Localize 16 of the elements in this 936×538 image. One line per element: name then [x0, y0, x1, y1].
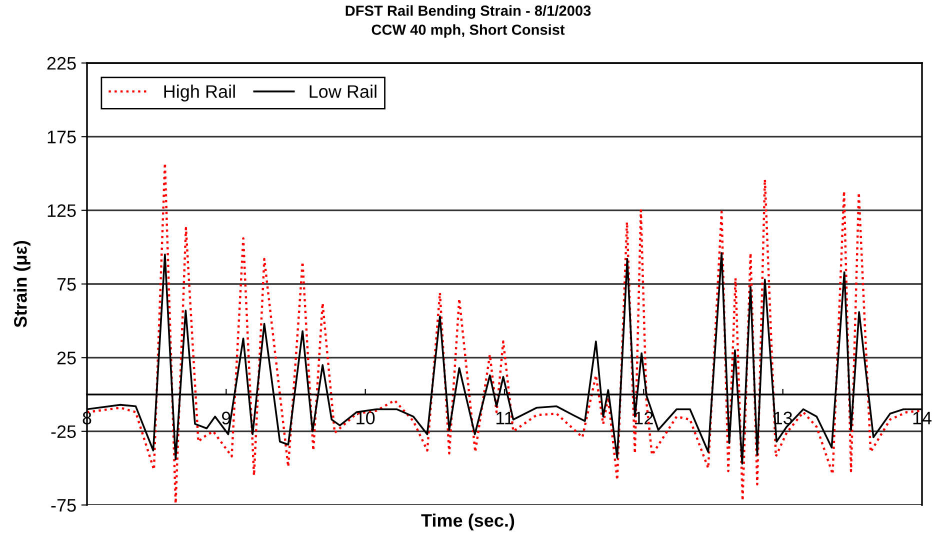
y-tick-label: -75: [51, 499, 76, 512]
x-tick-label: 9: [222, 412, 230, 424]
y-axis-title: Strain (με): [14, 240, 30, 328]
x-tick-label: 11: [496, 412, 513, 424]
y-tick-label: 25: [57, 352, 76, 364]
x-tick-label: 12: [635, 412, 653, 424]
y-tick-label: 225: [47, 56, 76, 70]
y-tick-label: 125: [48, 204, 76, 218]
x-axis-title: Time (sec.): [421, 514, 514, 530]
chart-subtitle: CCW 40 mph, Short Consist: [372, 24, 565, 38]
y-tick-label: -25: [51, 425, 76, 438]
chart-title: DFST Rail Bending Strain - 8/1/2003: [346, 5, 591, 19]
legend-label: Low Rail: [310, 84, 376, 98]
y-tick-label: 175: [48, 130, 76, 144]
y-tick-label: 75: [57, 278, 76, 291]
legend-label: High Rail: [164, 84, 235, 102]
